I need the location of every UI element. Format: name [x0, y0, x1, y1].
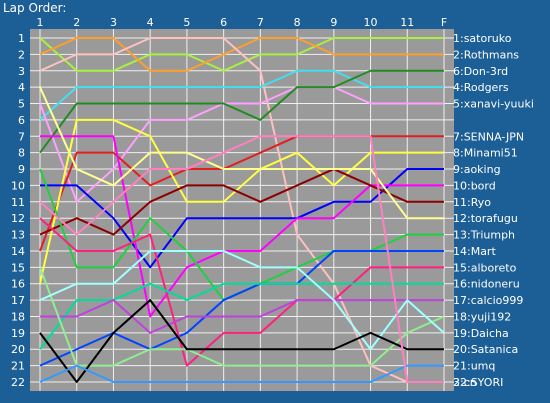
plot-area: [30, 29, 454, 391]
y-tick-label: 22: [11, 376, 25, 389]
legend-entry: 10:bord: [453, 179, 496, 192]
y-tick-label: 9: [18, 163, 25, 176]
series-line: [40, 168, 444, 269]
y-tick-label: 14: [11, 245, 25, 258]
legend-entry: 18:yuji192: [453, 310, 511, 323]
y-tick-label: 4: [18, 81, 25, 94]
legend-entry: 16:nidoneru: [453, 278, 520, 291]
y-tick-label: 21: [11, 360, 25, 373]
y-tick-label: 12: [11, 212, 25, 225]
series-line: [40, 135, 444, 318]
y-tick-label: 19: [11, 327, 25, 340]
legend-entry: 4:Rodgers: [453, 81, 509, 94]
y-tick-label: 2: [18, 48, 25, 61]
legend-entry: 2:Rothmans: [453, 48, 519, 61]
y-tick-label: 6: [18, 114, 25, 127]
series-line: [39, 37, 444, 72]
y-tick-label: 13: [11, 229, 25, 242]
series-line: [39, 37, 444, 383]
x-tick-label: 2: [73, 16, 80, 29]
series-line: [40, 299, 444, 334]
x-tick-label: F: [441, 16, 447, 29]
legend-entry: 6:Don-3rd: [453, 65, 508, 78]
series-line: [39, 135, 444, 252]
legend-entry: 17:calcio999: [453, 294, 523, 307]
x-tick-label: 3: [110, 16, 117, 29]
y-tick-label: 20: [11, 343, 25, 356]
y-tick-label: 17: [11, 294, 25, 307]
legend-entry: 14:Mart: [453, 245, 496, 258]
series-line: [39, 364, 444, 383]
legend-entry: 3:cn: [453, 376, 477, 389]
legend-entry: 19:Daicha: [453, 327, 509, 340]
legend-entry: 5:xanavi-yuuki: [453, 98, 534, 111]
series-line: [39, 217, 444, 367]
series-line: [39, 86, 444, 203]
legend-entry: 12:torafugu: [453, 212, 518, 225]
x-tick-label: 7: [257, 16, 264, 29]
x-tick-label: 11: [400, 16, 414, 29]
y-tick-label: 11: [11, 196, 25, 209]
x-tick-label: 6: [220, 16, 227, 29]
y-tick-label: 5: [18, 98, 25, 111]
series-line: [39, 69, 444, 154]
legend-entry: 9:aoking: [453, 163, 501, 176]
y-tick-label: 18: [11, 310, 25, 323]
legend-entry: 1:satoruko: [453, 32, 512, 45]
legend-entry: 11:Ryo: [453, 196, 491, 209]
legend-entry: 13:Triumph: [453, 229, 515, 242]
series-line: [39, 168, 444, 236]
series-line: [39, 299, 444, 383]
series-line: [39, 69, 444, 121]
chart-title: Lap Order:: [3, 1, 66, 15]
legend-entry: 22:SYORI: [453, 376, 503, 389]
x-tick-label: 4: [147, 16, 154, 29]
series-line: [39, 249, 444, 367]
legend-entry: 21:umq: [453, 360, 495, 373]
legend-entry: 7:SENNA-JPN: [453, 130, 524, 143]
y-tick-label: 7: [18, 130, 25, 143]
y-tick-label: 3: [18, 65, 25, 78]
x-tick-label: 5: [183, 16, 190, 29]
series-line: [39, 118, 444, 284]
x-tick-label: 9: [330, 16, 337, 29]
series-line: [39, 266, 445, 367]
x-tick-label: 10: [364, 16, 378, 29]
legend-entry: 15:alboreto: [453, 261, 517, 274]
y-tick-label: 8: [18, 147, 25, 160]
series-line: [39, 282, 444, 350]
x-tick-label: 1: [37, 16, 44, 29]
y-tick-label: 16: [11, 278, 25, 291]
y-tick-label: 1: [18, 32, 25, 45]
legend-entry: 8:Minami51: [453, 147, 518, 160]
series-line: [39, 135, 444, 383]
series-line: [39, 249, 445, 351]
legend-entry: 20:Satanica: [453, 343, 518, 356]
x-tick-label: 8: [294, 16, 301, 29]
y-tick-label: 10: [11, 179, 25, 192]
series-line: [39, 37, 444, 72]
y-tick-label: 15: [11, 261, 25, 274]
